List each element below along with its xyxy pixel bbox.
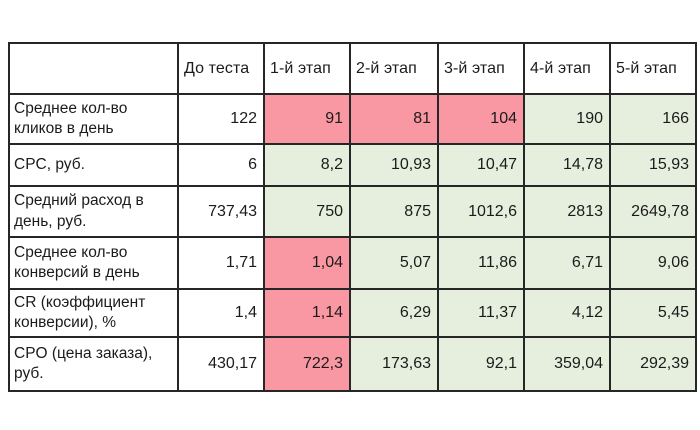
- cell: 190: [523, 93, 611, 145]
- metrics-table: До теста 1-й этап 2-й этап 3-й этап 4-й …: [8, 42, 697, 392]
- table-row-avg-clicks: Среднее кол-во кликов в день 122 91 81 1…: [8, 93, 697, 145]
- cell: 875: [349, 185, 439, 238]
- cell: 6,71: [523, 236, 611, 290]
- row-label: CPC, руб.: [8, 143, 179, 187]
- cell: 5,45: [609, 288, 697, 338]
- cell: 166: [609, 93, 697, 145]
- cell: 92,1: [437, 336, 525, 392]
- cell: 104: [437, 93, 525, 145]
- row-label: CR (коэффициент конверсии), %: [8, 288, 179, 338]
- col-header-stage-2: 2-й этап: [349, 42, 439, 95]
- col-header-stage-3: 3-й этап: [437, 42, 525, 95]
- cell: 15,93: [609, 143, 697, 187]
- metrics-table-wrap: До теста 1-й этап 2-й этап 3-й этап 4-й …: [8, 42, 697, 392]
- header-row: До теста 1-й этап 2-й этап 3-й этап 4-й …: [8, 42, 697, 95]
- table-row-cpc: CPC, руб. 6 8,2 10,93 10,47 14,78 15,93: [8, 143, 697, 187]
- col-header-before-test: До теста: [177, 42, 265, 95]
- cell: 11,37: [437, 288, 525, 338]
- cell: 1012,6: [437, 185, 525, 238]
- cell: 14,78: [523, 143, 611, 187]
- table-row-avg-conversions: Среднее кол-во конверсий в день 1,71 1,0…: [8, 236, 697, 290]
- cell: 9,06: [609, 236, 697, 290]
- cell: 750: [263, 185, 351, 238]
- row-label: CPO (цена заказа), руб.: [8, 336, 179, 392]
- table-row-cpo: CPO (цена заказа), руб. 430,17 722,3 173…: [8, 336, 697, 392]
- row-label: Средний расход в день, руб.: [8, 185, 179, 238]
- cell: 81: [349, 93, 439, 145]
- col-header-stage-1: 1-й этап: [263, 42, 351, 95]
- cell: 6,29: [349, 288, 439, 338]
- table-row-cr: CR (коэффициент конверсии), % 1,4 1,14 6…: [8, 288, 697, 338]
- col-header-stage-4: 4-й этап: [523, 42, 611, 95]
- corner-cell: [8, 42, 179, 95]
- cell: 10,93: [349, 143, 439, 187]
- table-row-avg-spend: Средний расход в день, руб. 737,43 750 8…: [8, 185, 697, 238]
- cell: 1,14: [263, 288, 351, 338]
- cell: 6: [177, 143, 265, 187]
- cell: 5,07: [349, 236, 439, 290]
- cell: 91: [263, 93, 351, 145]
- cell: 737,43: [177, 185, 265, 238]
- cell: 8,2: [263, 143, 351, 187]
- cell: 2649,78: [609, 185, 697, 238]
- cell: 1,71: [177, 236, 265, 290]
- cell: 722,3: [263, 336, 351, 392]
- cell: 1,4: [177, 288, 265, 338]
- cell: 359,04: [523, 336, 611, 392]
- cell: 292,39: [609, 336, 697, 392]
- row-label: Среднее кол-во кликов в день: [8, 93, 179, 145]
- cell: 173,63: [349, 336, 439, 392]
- cell: 10,47: [437, 143, 525, 187]
- cell: 1,04: [263, 236, 351, 290]
- cell: 2813: [523, 185, 611, 238]
- row-label: Среднее кол-во конверсий в день: [8, 236, 179, 290]
- cell: 11,86: [437, 236, 525, 290]
- cell: 4,12: [523, 288, 611, 338]
- col-header-stage-5: 5-й этап: [609, 42, 697, 95]
- cell: 430,17: [177, 336, 265, 392]
- cell: 122: [177, 93, 265, 145]
